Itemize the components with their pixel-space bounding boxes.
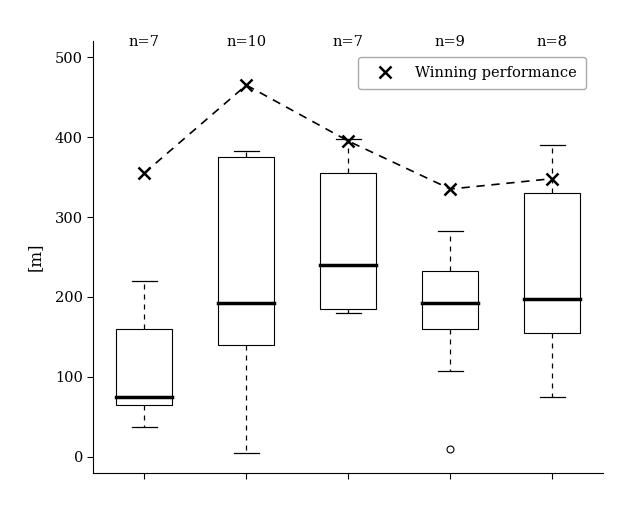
Legend: Winning performance: Winning performance: [358, 57, 586, 88]
Bar: [218, 157, 274, 345]
Bar: [524, 193, 580, 333]
Text: n=7: n=7: [129, 35, 160, 49]
Text: n=9: n=9: [435, 35, 466, 49]
Y-axis label: [m]: [m]: [27, 243, 44, 271]
Winning performance: [447, 186, 454, 192]
Winning performance: [141, 170, 148, 176]
Text: n=8: n=8: [537, 35, 568, 49]
Winning performance: [243, 82, 250, 88]
Bar: [320, 173, 376, 309]
Text: n=10: n=10: [226, 35, 266, 49]
Winning performance: [345, 138, 352, 144]
Winning performance: [549, 176, 556, 182]
Bar: [422, 271, 478, 329]
Line: Winning performance: Winning performance: [139, 80, 558, 195]
Text: n=7: n=7: [333, 35, 364, 49]
Bar: [116, 329, 172, 405]
